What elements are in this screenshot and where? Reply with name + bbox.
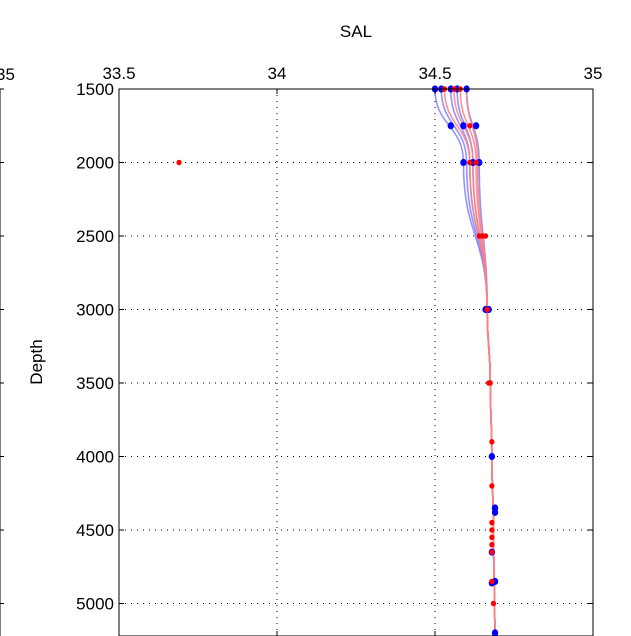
data-point-red: [489, 519, 495, 526]
data-point-blue: [491, 629, 499, 636]
data-point-blue: [488, 452, 496, 461]
data-point-blue: [447, 122, 454, 130]
plot-frame: [118, 88, 594, 636]
data-points: [176, 85, 499, 636]
y-tick-label: 4000: [76, 448, 114, 467]
left-panel-partial-tick: 35: [0, 65, 15, 84]
data-point-blue: [472, 122, 480, 130]
profile-line-blue: [434, 88, 496, 633]
data-point-red: [490, 600, 497, 607]
y-tick-label: 4500: [76, 521, 114, 540]
y-axis-label: Depth: [27, 339, 46, 384]
data-point-red: [467, 122, 473, 129]
y-tick-label: 3500: [76, 374, 114, 393]
ticks: 33.5 34 34.5 35 1500 2000 2500 3000 3500 4000 4500…: [0, 64, 602, 636]
data-point-red: [489, 541, 495, 548]
y-tick-label: 5000: [76, 595, 114, 614]
data-point-red: [467, 159, 473, 166]
grid-lines: [119, 89, 593, 636]
data-point-red: [489, 549, 495, 555]
data-point-red: [489, 483, 495, 489]
axes: [0, 88, 594, 636]
profile-line-blue: [440, 88, 496, 633]
y-tick-label: 2000: [76, 154, 114, 173]
y-tick-label: 1500: [76, 80, 114, 99]
chart-title: SAL: [340, 22, 372, 41]
data-point-red: [484, 306, 490, 313]
data-point-red: [489, 439, 495, 445]
profile-lines: [434, 88, 496, 633]
profile-line-red: [443, 88, 496, 633]
y-tick-label: 2500: [76, 227, 114, 246]
data-point-red: [489, 534, 495, 541]
data-point-red: [473, 159, 479, 166]
x-tick-label: 35: [584, 64, 603, 83]
data-point-blue: [460, 158, 467, 167]
data-point-red: [482, 233, 489, 239]
y-tick-label: 3000: [76, 301, 114, 320]
data-point-blue: [460, 122, 467, 130]
data-point-red: [489, 527, 495, 533]
x-tick-label: 34: [268, 64, 287, 83]
data-point-blue: [491, 508, 499, 516]
data-point-red: [176, 159, 182, 166]
x-tick-label: 33.5: [102, 64, 135, 83]
x-tick-label: 34.5: [418, 64, 451, 83]
data-point-red: [489, 578, 495, 585]
data-point-red: [487, 380, 493, 386]
